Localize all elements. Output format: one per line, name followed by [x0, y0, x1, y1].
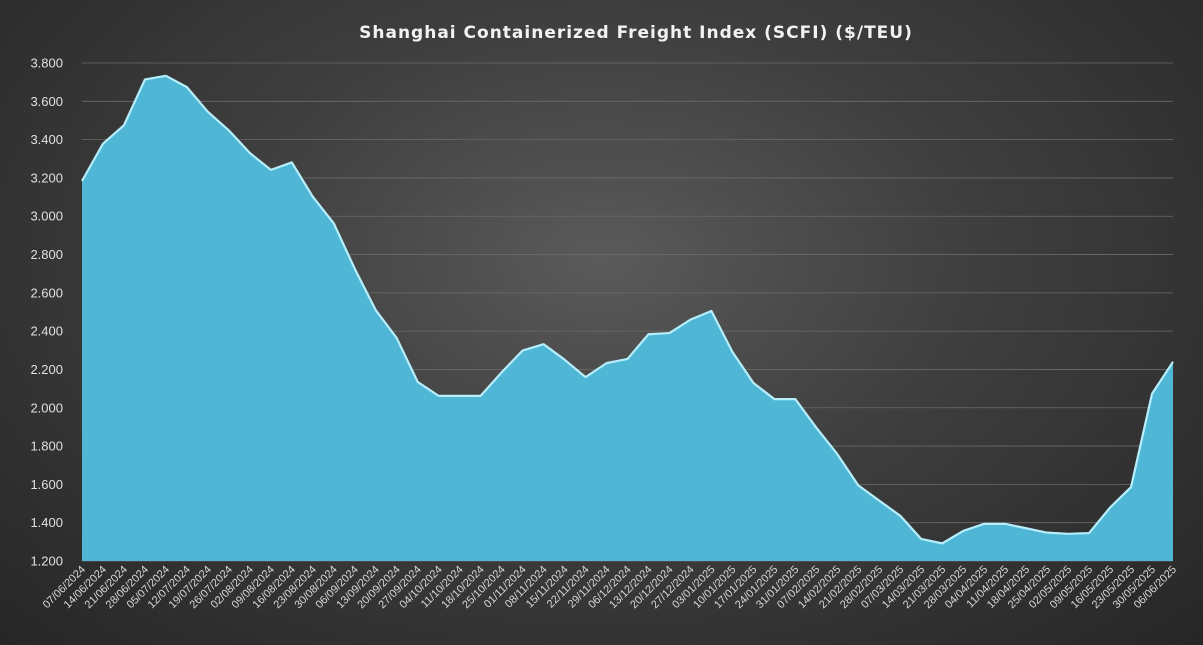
- y-tick-label: 3.600: [30, 94, 63, 109]
- series-line: [81, 74, 1174, 545]
- y-tick-label: 2.400: [30, 324, 63, 339]
- y-tick-label: 1.200: [30, 554, 63, 569]
- x-axis-ticks: 07/06/202414/06/202421/06/202428/06/2024…: [41, 564, 1179, 611]
- y-tick-label: 2.000: [30, 400, 63, 415]
- series-area: [81, 74, 1174, 561]
- y-tick-label: 2.200: [30, 362, 63, 377]
- y-tick-label: 1.600: [30, 477, 63, 492]
- y-tick-label: 1.400: [30, 515, 63, 530]
- series-area-fill: [82, 75, 1173, 561]
- y-axis-ticks: 1.200 1.400 1.600 1.800 2.000 2.200 2.400 2.600…: [30, 56, 63, 569]
- y-tick-label: 2.600: [30, 285, 63, 300]
- y-tick-label: 3.800: [30, 56, 63, 71]
- y-tick-label: 3.400: [30, 132, 63, 147]
- chart-title: Shanghai Containerized Freight Index (SC…: [359, 23, 913, 43]
- y-tick-label: 3.000: [30, 209, 63, 224]
- y-tick-label: 3.200: [30, 170, 63, 185]
- y-tick-label: 1.800: [30, 439, 63, 454]
- y-tick-label: 2.800: [30, 247, 63, 262]
